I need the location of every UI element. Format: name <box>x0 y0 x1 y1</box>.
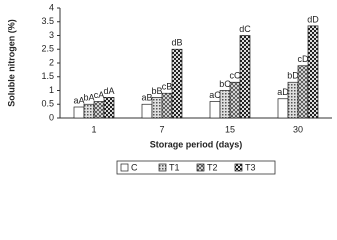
bar-label: aA <box>73 95 84 105</box>
bar-label: dD <box>307 14 319 24</box>
bar-label: bA <box>83 93 94 103</box>
legend-swatch <box>196 163 205 172</box>
bar <box>277 98 289 119</box>
bar <box>171 48 183 119</box>
y-tick-label: 4 <box>49 2 54 12</box>
bar-label: cA <box>94 90 105 100</box>
legend-label: T1 <box>169 162 180 172</box>
x-tick-label: 7 <box>159 124 164 134</box>
bar <box>103 97 115 119</box>
x-axis-title: Storage period (days) <box>150 139 243 149</box>
y-tick-label: 1.5 <box>41 71 54 81</box>
y-tick-label: 3 <box>49 30 54 40</box>
bar-label: bC <box>219 79 231 89</box>
legend-swatch <box>120 163 129 172</box>
bar <box>239 35 251 119</box>
bar <box>83 103 95 119</box>
bar-label: bD <box>287 71 299 81</box>
bar-label: dA <box>103 86 114 96</box>
bar-label: aC <box>209 90 221 100</box>
y-tick-label: 0.5 <box>41 99 54 109</box>
y-tick-label: 2 <box>49 57 54 67</box>
x-tick-label: 1 <box>91 124 96 134</box>
y-axis-title: Soluble nitrogen (%) <box>6 19 16 107</box>
x-tick-label: 30 <box>293 124 303 134</box>
bar-label: cB <box>162 82 173 92</box>
bar <box>141 103 153 119</box>
bar <box>307 25 319 119</box>
y-tick-label: 0 <box>49 112 54 122</box>
bar-label: aD <box>277 87 289 97</box>
legend-swatch <box>234 163 243 172</box>
bar <box>93 101 105 119</box>
legend-label: T2 <box>207 162 218 172</box>
legend-swatch <box>158 163 167 172</box>
legend-label: C <box>131 162 138 172</box>
bar-label: cD <box>298 54 310 64</box>
bar-label: bB <box>151 86 162 96</box>
bar-label: dC <box>239 24 251 34</box>
x-tick-label: 15 <box>225 124 235 134</box>
bar <box>209 101 221 119</box>
bar-label: cC <box>230 71 242 81</box>
bar <box>219 90 231 119</box>
bar <box>297 65 309 119</box>
bar-label: dB <box>171 38 182 48</box>
bar <box>161 92 173 119</box>
y-tick-label: 2.5 <box>41 44 54 54</box>
legend-label: T3 <box>245 162 256 172</box>
y-tick-label: 1 <box>49 85 54 95</box>
bar <box>287 81 299 119</box>
bar <box>151 97 163 119</box>
bar <box>229 81 241 119</box>
y-tick-label: 3.5 <box>41 16 54 26</box>
bar <box>73 106 85 119</box>
bar-label: aB <box>141 93 152 103</box>
chart: Soluble nitrogen (%) Storage period (day… <box>6 2 332 175</box>
